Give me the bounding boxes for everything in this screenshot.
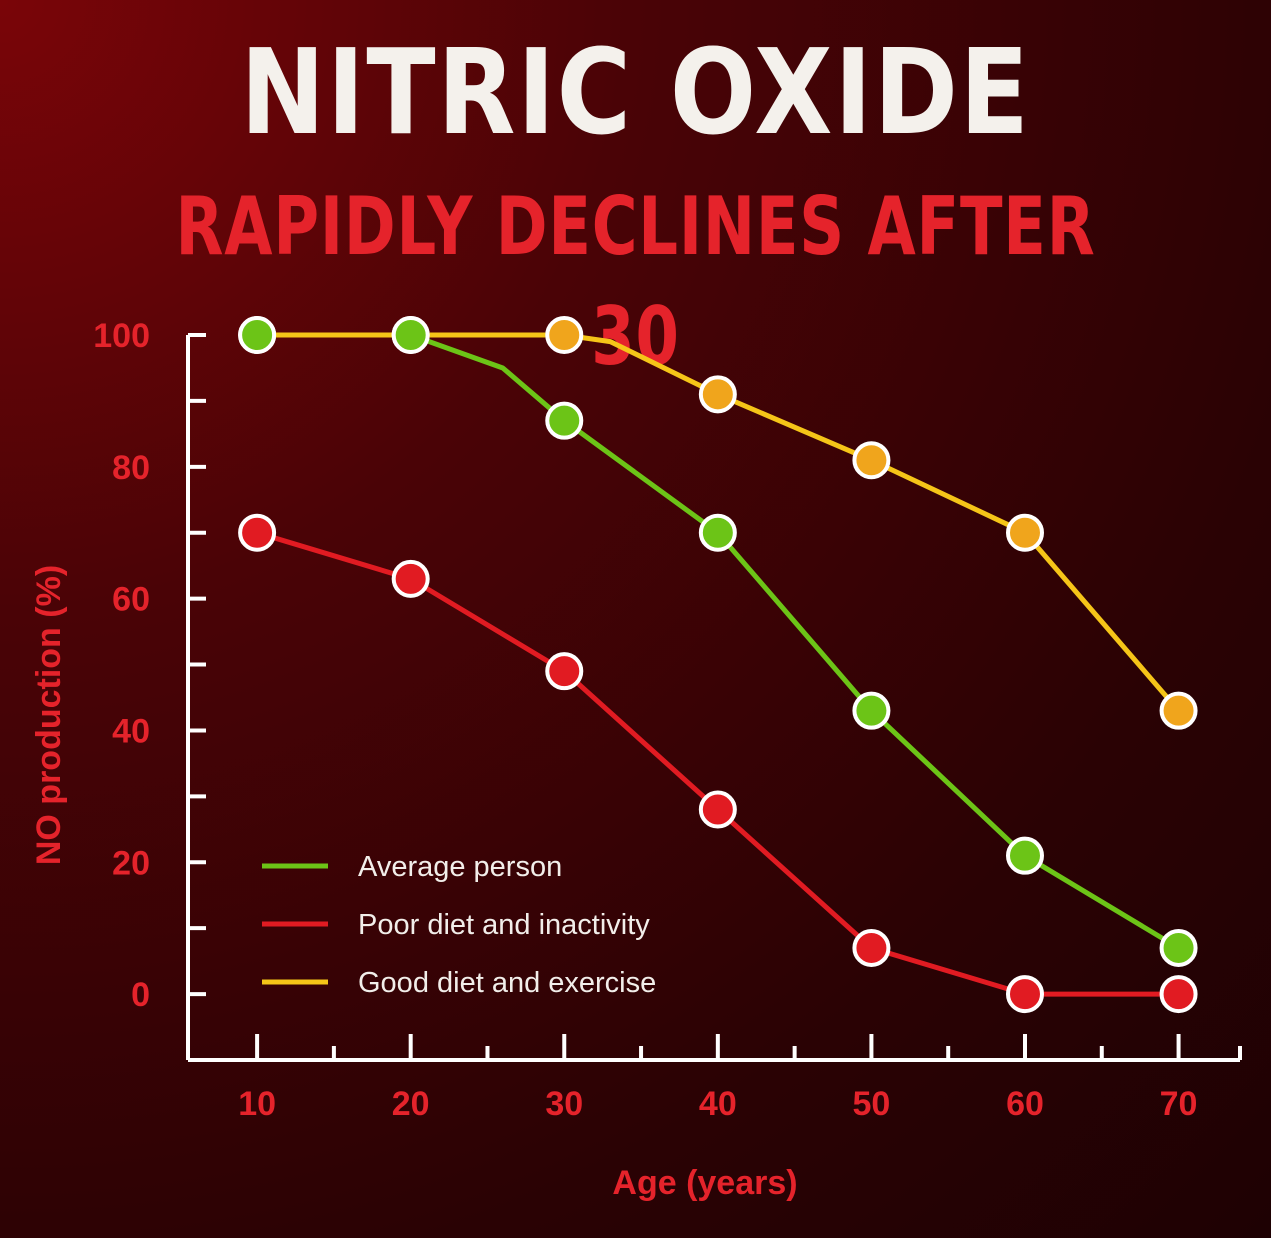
legend-label: Good diet and exercise [358, 967, 656, 999]
y-tick-label: 40 [112, 712, 150, 750]
y-tick-label: 60 [112, 581, 150, 619]
data-point [1005, 513, 1044, 552]
data-point [1159, 691, 1198, 730]
data-point [1159, 975, 1198, 1014]
data-point [391, 316, 430, 354]
legend-label: Poor diet and inactivity [358, 909, 650, 941]
chart-title: NITRIC OXIDE [240, 23, 1031, 161]
data-point [1005, 836, 1044, 875]
series-markers [238, 316, 1198, 1014]
axes: 0 20 40 60 80 100 10 20 30 40 50 60 70 [93, 317, 1242, 1123]
series-line [254, 332, 1182, 714]
legend-label: Average person [358, 851, 562, 883]
y-tick-label: 100 [93, 317, 150, 355]
data-point [698, 375, 737, 414]
data-point [545, 316, 584, 354]
data-point [852, 441, 891, 480]
y-tick-label: 0 [131, 976, 150, 1014]
y-tick-label: 20 [112, 844, 150, 882]
y-tick-label: 80 [112, 449, 150, 487]
x-tick-label: 20 [392, 1085, 430, 1123]
data-point [545, 652, 584, 691]
data-point [391, 559, 430, 598]
y-axis-title: NO production (%) [30, 565, 68, 865]
data-point [1159, 928, 1198, 967]
x-tick-label: 50 [853, 1085, 891, 1123]
data-point [698, 513, 737, 552]
data-point [1005, 975, 1044, 1014]
series-lines [254, 332, 1182, 997]
legend: Average person Poor diet and inactivity Go… [262, 851, 656, 999]
x-axis-title: Age (years) [612, 1164, 797, 1202]
data-point [852, 691, 891, 730]
data-point [698, 790, 737, 829]
data-point [852, 928, 891, 967]
data-point [238, 316, 277, 354]
x-tick-label: 10 [238, 1085, 276, 1123]
data-point [238, 513, 277, 552]
data-point [545, 401, 584, 440]
chart-subtitle: RAPIDLY DECLINES AFTER 30 [175, 180, 1096, 383]
x-tick-label: 60 [1006, 1085, 1044, 1123]
x-tick-label: 70 [1160, 1085, 1198, 1123]
x-tick-label: 30 [545, 1085, 583, 1123]
x-tick-label: 40 [699, 1085, 737, 1123]
